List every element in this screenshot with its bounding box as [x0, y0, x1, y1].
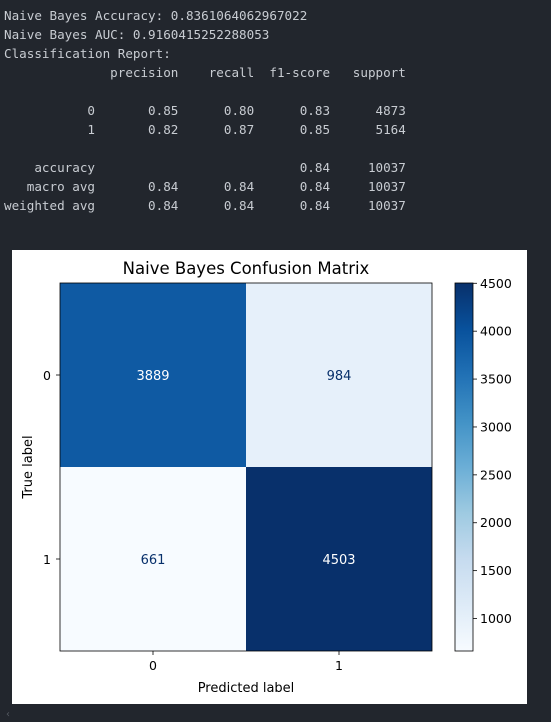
- y-axis-label: True label: [21, 435, 36, 499]
- x-axis-label: Predicted label: [198, 681, 295, 696]
- matrix-cell: [246, 467, 432, 651]
- console-line: 1 0.82 0.87 0.85 5164: [4, 122, 406, 137]
- cell-value-label: 3889: [136, 369, 169, 384]
- console-line: Naive Bayes AUC: 0.9160415252288053: [4, 27, 270, 42]
- confusion-matrix-chart: Naive Bayes Confusion Matrix 3889 984 661 45…: [21, 259, 512, 696]
- colorbar-tick-label: 4000: [480, 324, 512, 339]
- cell-value-label: 4503: [322, 553, 355, 568]
- colorbar-tick-label: 3500: [480, 372, 512, 387]
- console-line: [4, 82, 406, 101]
- console-line: macro avg 0.84 0.84 0.84 10037: [4, 179, 406, 194]
- console-line: weighted avg 0.84 0.84 0.84 10037: [4, 198, 406, 213]
- console-line: Classification Report:: [4, 46, 171, 61]
- y-tick-label: 1: [43, 552, 51, 567]
- colorbar-tick-label: 3000: [480, 419, 512, 434]
- matrix-cell: [60, 283, 246, 467]
- console-line: 0 0.85 0.80 0.83 4873: [4, 103, 406, 118]
- confusion-matrix-figure: Naive Bayes Confusion Matrix 3889 984 661 45…: [12, 250, 527, 704]
- console-line: accuracy 0.84 10037: [4, 160, 406, 175]
- colorbar-tick-label: 4500: [480, 276, 512, 291]
- y-tick-label: 0: [43, 368, 51, 383]
- colorbar-tick-label: 2000: [480, 515, 512, 530]
- colorbar-tick-label: 1000: [480, 611, 512, 626]
- colorbar: [454, 282, 474, 652]
- x-tick-label: 0: [149, 658, 157, 673]
- console-line: precision recall f1-score support: [4, 65, 406, 80]
- colorbar-tick-label: 1500: [480, 563, 512, 578]
- cell-value-label: 984: [327, 369, 352, 384]
- console-line: Naive Bayes Accuracy: 0.8361064062967022: [4, 8, 308, 23]
- axes-frame: [59, 282, 433, 652]
- matrix-cell: [246, 283, 432, 467]
- scroll-left-icon[interactable]: ‹: [6, 709, 10, 720]
- console-line: [4, 139, 406, 158]
- matrix-cell: [60, 467, 246, 651]
- cell-value-label: 661: [141, 553, 166, 568]
- colorbar-tick-label: 2500: [480, 467, 512, 482]
- chart-title: Naive Bayes Confusion Matrix: [123, 259, 370, 278]
- console-output: Naive Bayes Accuracy: 0.8361064062967022…: [4, 6, 406, 215]
- x-tick-label: 1: [335, 658, 343, 673]
